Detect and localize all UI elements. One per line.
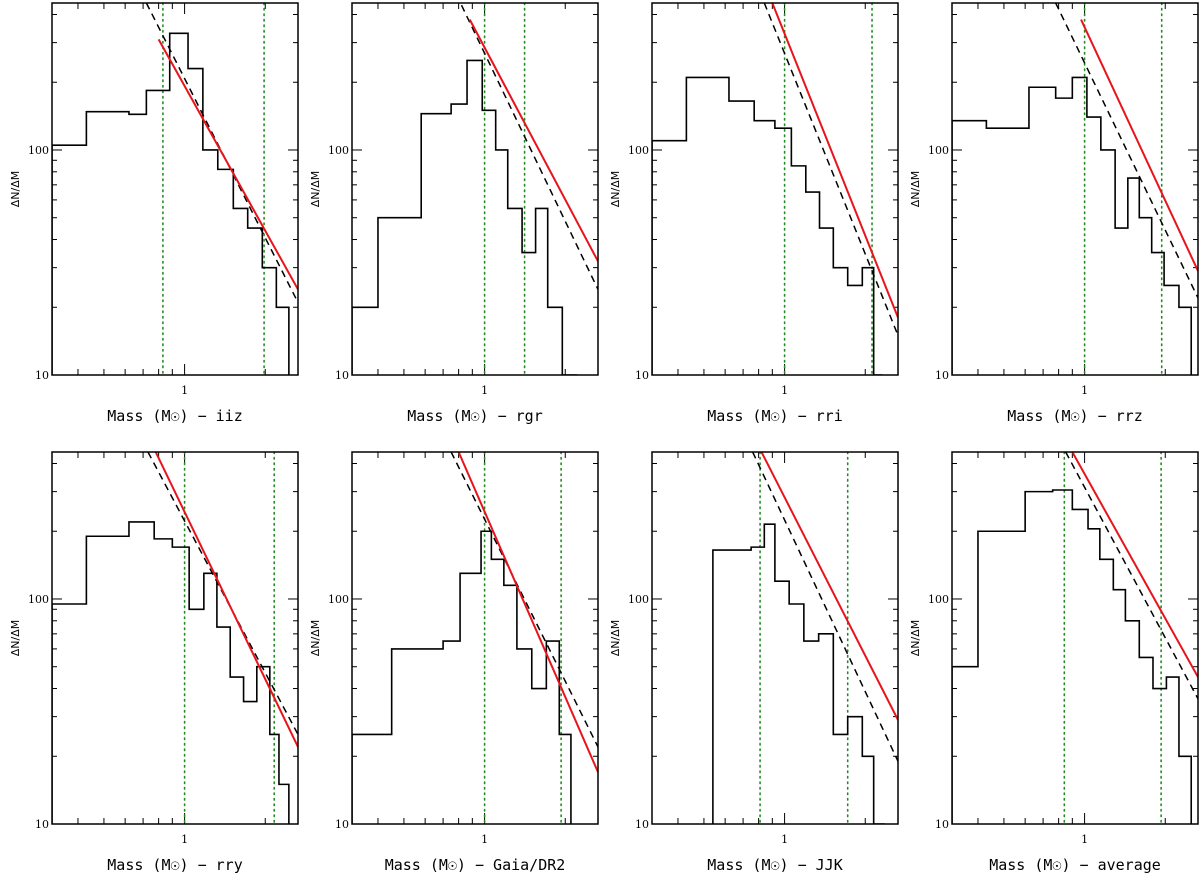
y-tick-label: 100	[28, 144, 49, 157]
plot-area	[952, 3, 1198, 375]
fit-line-dashed	[751, 452, 898, 762]
histogram-steps	[952, 76, 1193, 375]
y-tick-label: 100	[928, 593, 949, 606]
axes-frame	[51, 2, 299, 376]
fit-line-solid	[157, 38, 298, 290]
y-tick-label: 10	[335, 818, 349, 831]
y-axis-label: ΔN/ΔM	[9, 171, 22, 207]
y-tick-label: 100	[328, 144, 349, 157]
axes-frame	[951, 451, 1199, 825]
x-tick-label: 1	[481, 384, 488, 397]
x-axis-label: Mass (M☉) − rry	[107, 856, 242, 874]
chart-panel-2: 1 10 100 Mass (M☉) − rgr ΔN/ΔM	[309, 2, 599, 425]
fit-line-solid	[468, 19, 598, 262]
x-tick-label: 1	[1081, 833, 1088, 846]
fit-line-solid	[760, 452, 898, 721]
axes-frame	[351, 451, 599, 825]
chart-panel-6: 1 10 100 Mass (M☉) − Gaia/DR2 ΔN/ΔM	[309, 451, 599, 874]
fit-line-solid	[1080, 19, 1198, 272]
histogram-steps	[352, 530, 572, 824]
y-tick-label: 100	[628, 593, 649, 606]
fit-line-dashed	[1065, 452, 1198, 700]
y-axis-label: ΔN/ΔM	[609, 620, 622, 656]
x-axis-label: Mass (M☉) − JJK	[707, 856, 842, 874]
chart-panel-1: 1 10 100 Mass (M☉) − iiz ΔN/ΔM	[9, 2, 299, 425]
fit-line-dashed	[1055, 3, 1198, 299]
fit-line-solid	[1071, 452, 1198, 678]
axes-frame	[51, 451, 299, 825]
fit-line-dashed	[145, 3, 298, 303]
x-tick-label: 1	[181, 384, 188, 397]
histogram-steps	[352, 59, 578, 375]
plot-area	[52, 3, 298, 375]
plot-area	[352, 3, 598, 375]
x-tick-label: 1	[481, 833, 488, 846]
y-tick-label: 10	[635, 818, 649, 831]
y-tick-label: 10	[635, 369, 649, 382]
chart-panel-8: 1 10 100 Mass (M☉) − average ΔN/ΔM	[909, 451, 1199, 874]
axes-frame	[651, 451, 899, 825]
plot-area	[652, 3, 898, 375]
y-tick-label: 10	[935, 369, 949, 382]
y-axis-label: ΔN/ΔM	[309, 171, 322, 207]
plot-area	[52, 452, 298, 824]
fit-line-solid	[457, 452, 598, 773]
fit-line-solid	[771, 3, 898, 318]
y-axis-label: ΔN/ΔM	[909, 620, 922, 656]
x-axis-label: Mass (M☉) − iiz	[107, 407, 242, 425]
y-tick-label: 100	[928, 144, 949, 157]
y-axis-label: ΔN/ΔM	[909, 171, 922, 207]
y-tick-label: 10	[35, 369, 49, 382]
axes-frame	[951, 2, 1199, 376]
y-tick-label: 10	[335, 369, 349, 382]
x-axis-label: Mass (M☉) − average	[989, 856, 1161, 874]
plot-area	[712, 452, 898, 824]
y-tick-label: 100	[328, 593, 349, 606]
x-axis-label: Mass (M☉) − rri	[707, 407, 842, 425]
x-tick-label: 1	[181, 833, 188, 846]
x-axis-label: Mass (M☉) − rrz	[1007, 407, 1142, 425]
y-axis-label: ΔN/ΔM	[609, 171, 622, 207]
axes-frame	[351, 2, 599, 376]
y-tick-label: 100	[628, 144, 649, 157]
x-tick-label: 1	[781, 833, 788, 846]
fit-line-dashed	[450, 452, 598, 748]
y-tick-label: 10	[35, 818, 49, 831]
fit-line-dashed	[460, 4, 598, 290]
histogram-steps	[52, 32, 290, 375]
x-axis-label: Mass (M☉) − rgr	[407, 407, 542, 425]
y-tick-label: 10	[935, 818, 949, 831]
histogram-steps	[652, 76, 883, 375]
x-tick-label: 1	[781, 384, 788, 397]
x-axis-label: Mass (M☉) − Gaia/DR2	[385, 856, 566, 874]
histogram-steps	[712, 523, 885, 824]
chart-panel-7: 1 10 100 Mass (M☉) − JJK ΔN/ΔM	[609, 451, 899, 874]
y-tick-label: 100	[28, 593, 49, 606]
chart-panel-3: 1 10 100 Mass (M☉) − rri ΔN/ΔM	[609, 2, 899, 425]
fit-line-solid	[154, 452, 298, 748]
histogram-steps	[952, 489, 1193, 824]
axes-frame	[651, 2, 899, 376]
histogram-steps	[52, 521, 290, 824]
plot-area	[952, 452, 1198, 824]
chart-panel-5: 1 10 100 Mass (M☉) − rry ΔN/ΔM	[9, 451, 299, 874]
y-axis-label: ΔN/ΔM	[9, 620, 22, 656]
x-tick-label: 1	[1081, 384, 1088, 397]
y-axis-label: ΔN/ΔM	[309, 620, 322, 656]
plot-area	[352, 452, 598, 824]
chart-panel-4: 1 10 100 Mass (M☉) − rrz ΔN/ΔM	[909, 2, 1199, 425]
